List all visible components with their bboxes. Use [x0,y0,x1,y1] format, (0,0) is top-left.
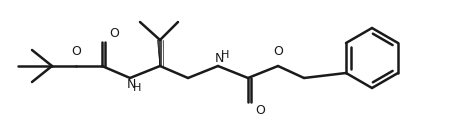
Text: O: O [71,45,81,58]
Text: H: H [133,83,141,93]
Text: O: O [255,104,265,117]
Text: N: N [126,77,136,91]
Text: H: H [221,50,229,60]
Text: N: N [214,53,224,65]
Text: O: O [109,27,119,40]
Text: O: O [273,45,283,58]
